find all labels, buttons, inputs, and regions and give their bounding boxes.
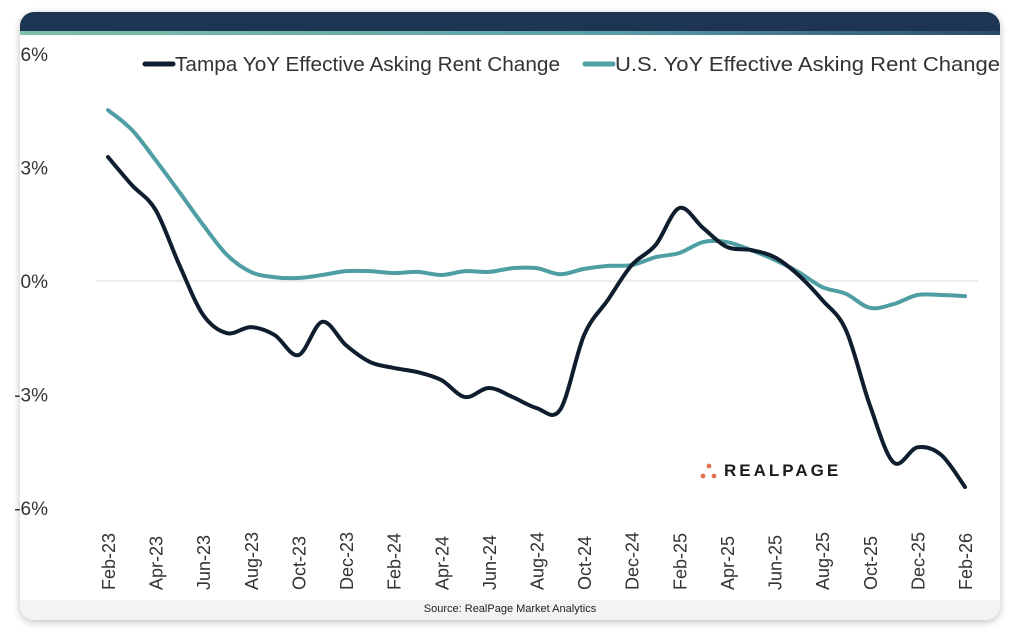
- x-tick-label: Feb-23: [99, 533, 119, 590]
- y-tick-label: 0%: [21, 272, 49, 293]
- y-tick-label: -6%: [14, 499, 48, 520]
- x-tick-label: Oct-24: [575, 536, 595, 590]
- y-tick-label: 3%: [21, 159, 49, 180]
- x-tick-label: Dec-24: [623, 532, 643, 590]
- x-tick-label: Jun-24: [480, 535, 500, 590]
- header-band: [20, 12, 1000, 31]
- x-tick-label: Aug-25: [813, 532, 833, 590]
- legend-label: U.S. YoY Effective Asking Rent Change: [615, 54, 1000, 76]
- x-tick-label: Jun-23: [194, 535, 214, 590]
- series-line-us: [106, 108, 967, 311]
- realpage-logo: REALPAGE: [700, 461, 841, 481]
- x-tick-label: Feb-24: [385, 533, 405, 590]
- x-tick-label: Aug-23: [242, 532, 262, 590]
- logo-text: REALPAGE: [724, 461, 842, 480]
- legend-label: Tampa YoY Effective Asking Rent Change: [175, 54, 560, 76]
- footer-band: [20, 600, 1000, 620]
- x-tick-label: Feb-25: [670, 533, 690, 590]
- x-tick-label: Oct-25: [861, 536, 881, 590]
- x-tick-label: Apr-25: [718, 536, 738, 590]
- header-stripe: [20, 31, 1000, 35]
- x-tick-label: Apr-23: [147, 536, 167, 590]
- x-tick-label: Apr-24: [432, 536, 452, 590]
- logo-dots-icon: [700, 463, 717, 479]
- x-tick-label: Aug-24: [528, 532, 548, 590]
- x-tick-label: Feb-26: [956, 533, 976, 590]
- x-tick-label: Dec-25: [908, 532, 928, 590]
- x-tick-label: Oct-23: [289, 536, 309, 590]
- y-tick-label: -3%: [14, 385, 48, 406]
- x-tick-label: Dec-23: [337, 532, 357, 590]
- source-note: Source: RealPage Market Analytics: [423, 603, 597, 615]
- y-tick-label: 6%: [21, 45, 49, 66]
- x-tick-label: Jun-25: [766, 535, 786, 590]
- series-line-tampa: [106, 155, 967, 490]
